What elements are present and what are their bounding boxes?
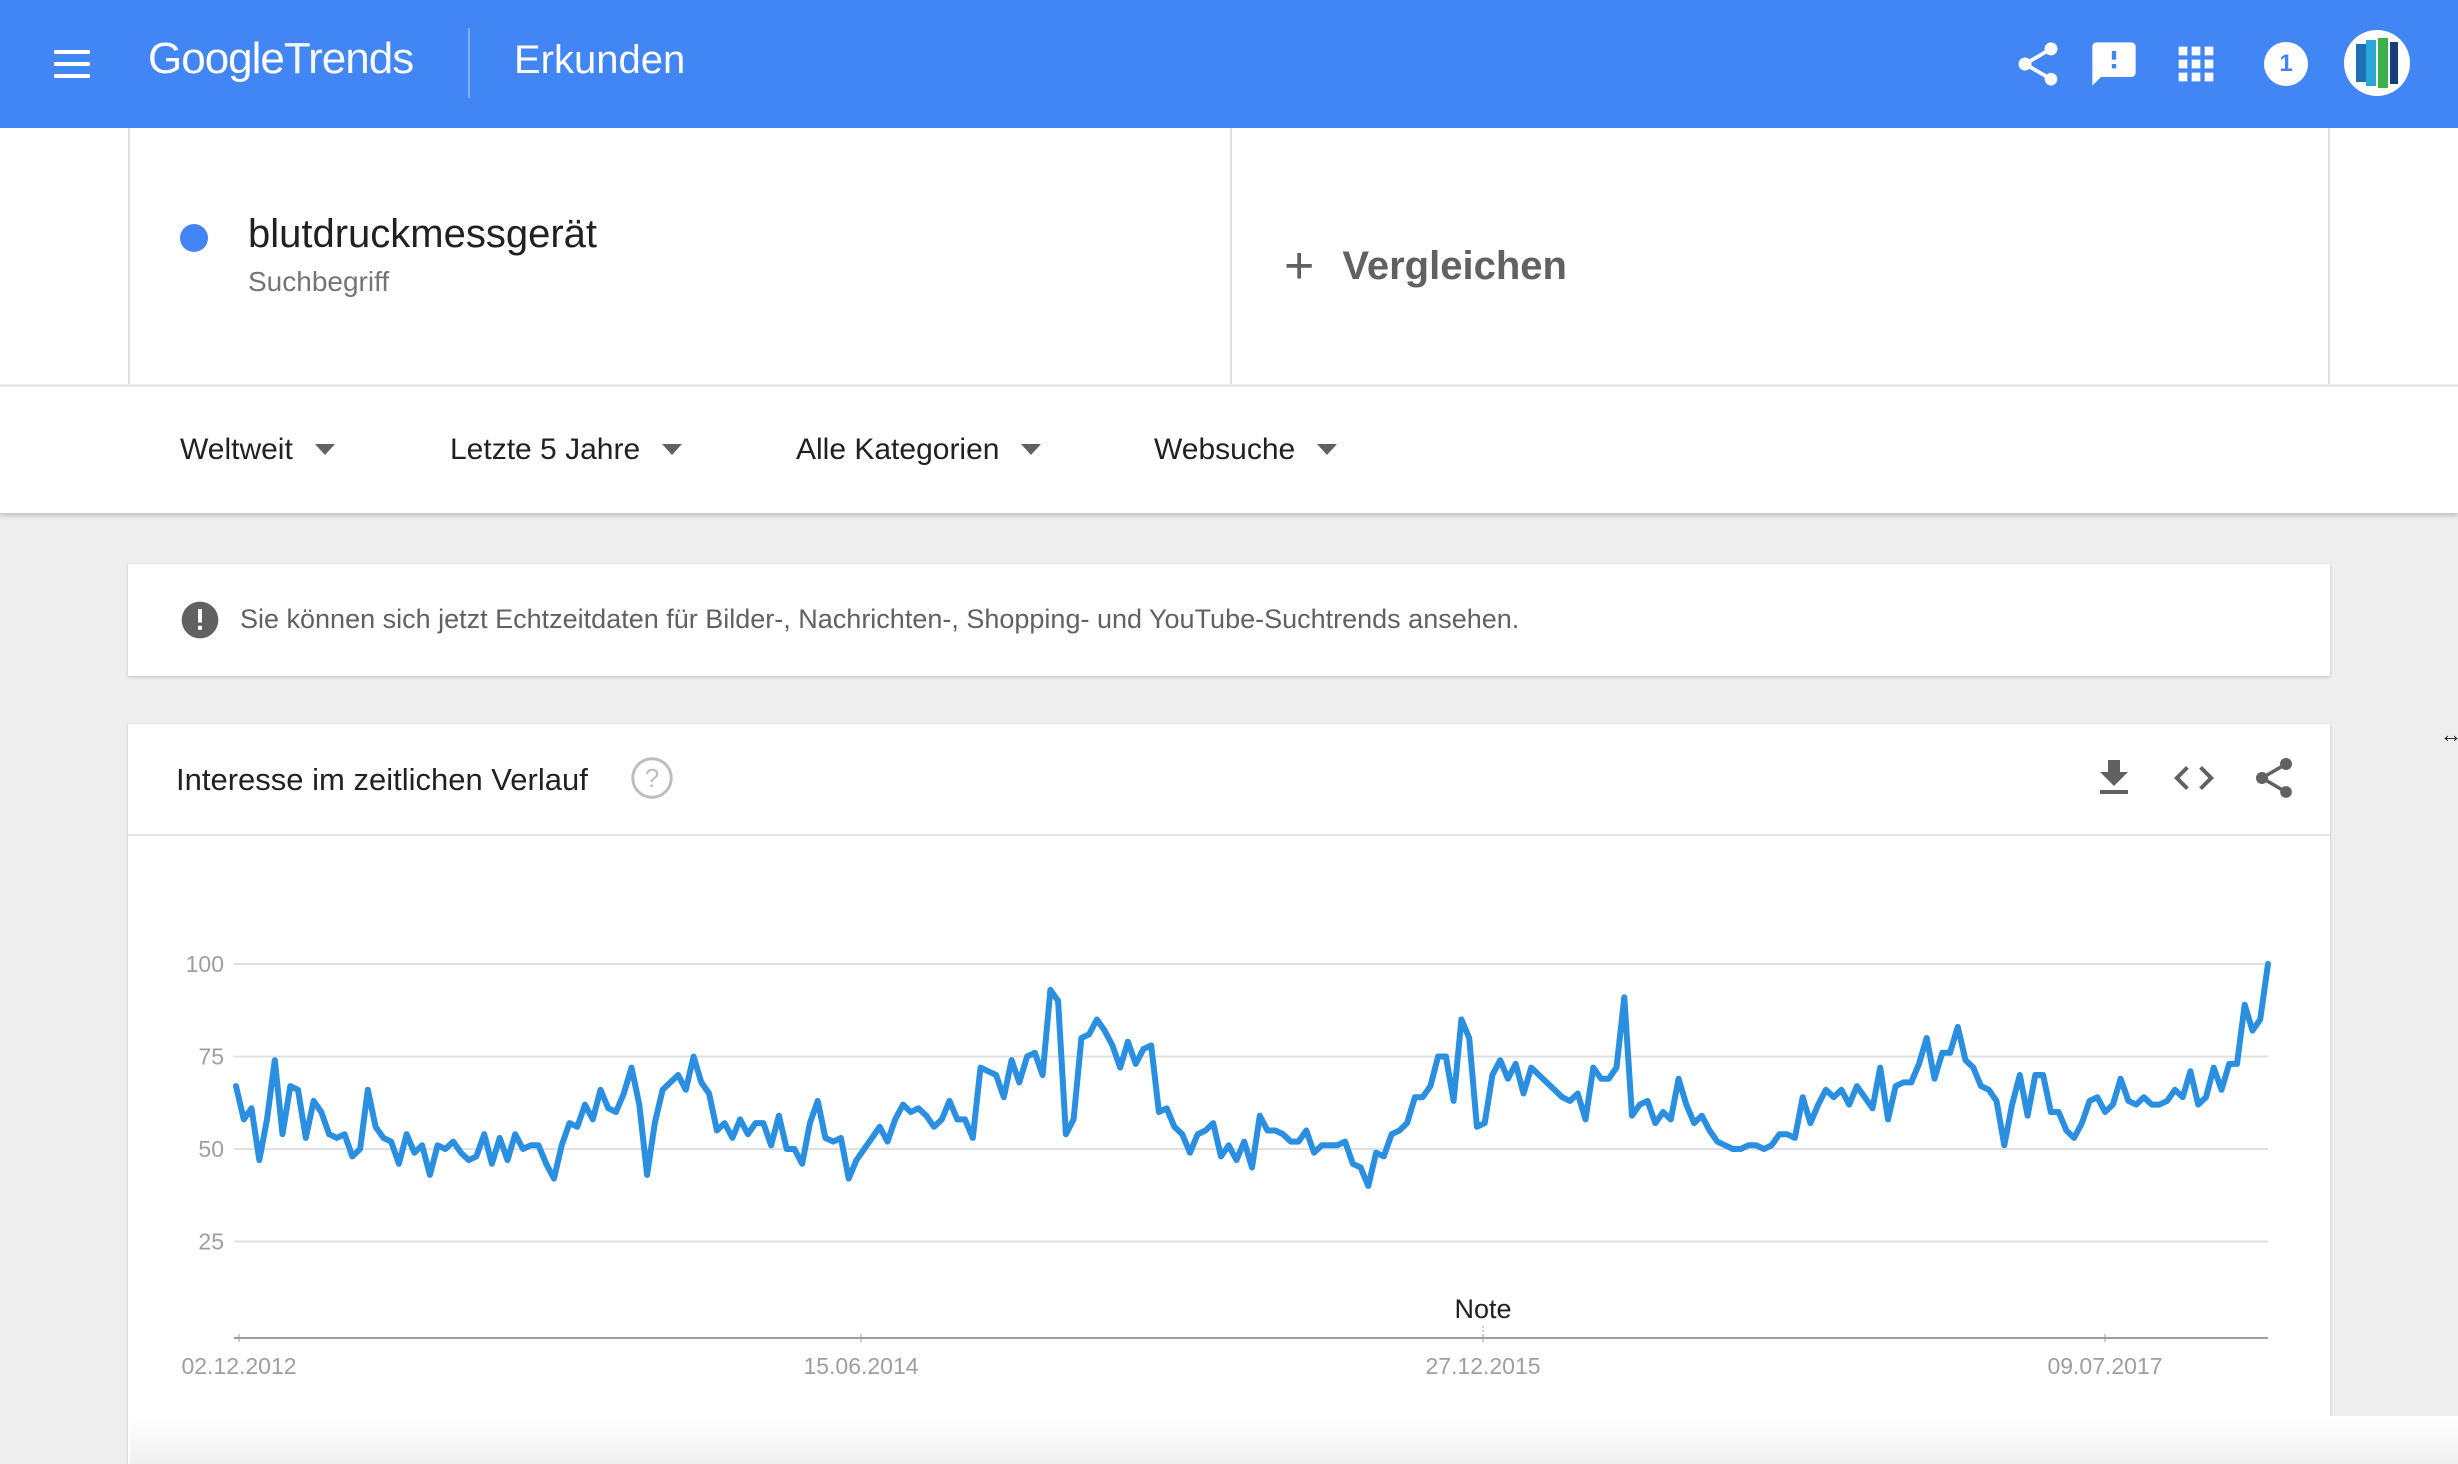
dropdown-arrow-icon xyxy=(314,444,335,455)
y-tick-label: 25 xyxy=(198,1229,224,1255)
category-dropdown[interactable]: Alle Kategorien xyxy=(796,433,1042,467)
search-term-card[interactable]: blutdruckmessgerät Suchbegriff xyxy=(128,128,1232,384)
logo-google: Google xyxy=(148,34,285,83)
x-axis-ticks: 02.12.2012 15.06.2014 27.12.2015 09.07.2017 xyxy=(181,1334,2163,1379)
series-line[interactable] xyxy=(233,961,2271,1189)
x-tick-label: 09.07.2017 xyxy=(2047,1353,2162,1379)
google-trends-logo[interactable]: GoogleTrends xyxy=(148,34,414,84)
dropdown-arrow-icon xyxy=(1317,444,1338,455)
header-divider xyxy=(468,28,470,98)
help-icon[interactable]: ? xyxy=(630,756,674,800)
menu-icon[interactable] xyxy=(52,44,92,84)
region-dropdown[interactable]: Weltweit xyxy=(180,433,335,467)
chart-card-title: Interesse im zeitlichen Verlauf xyxy=(176,762,588,797)
timeframe-label: Letzte 5 Jahre xyxy=(450,433,641,466)
info-notice: Sie können sich jetzt Echtzeitdaten für … xyxy=(128,564,2330,676)
y-tick-label: 50 xyxy=(198,1136,224,1162)
dropdown-arrow-icon xyxy=(662,444,683,455)
info-alert-icon xyxy=(181,601,219,639)
timeframe-dropdown[interactable]: Letzte 5 Jahre xyxy=(450,433,683,467)
y-axis-ticks: 100 75 50 25 xyxy=(186,951,224,1255)
logo-trends: Trends xyxy=(283,34,414,83)
panel-divider xyxy=(2328,128,2330,384)
mouse-cursor-icon: ↔ xyxy=(2440,722,2458,747)
y-tick-label: 75 xyxy=(198,1044,224,1070)
interest-line-chart: 100 75 50 25 02.12.2012 15.06.2014 27.12.2015… xyxy=(181,951,2271,1379)
plus-icon: + xyxy=(1284,237,1315,295)
x-tick-label: 15.06.2014 xyxy=(803,1353,918,1379)
chart-card-header: Interesse im zeitlichen Verlauf ? xyxy=(128,724,2330,836)
chart-note-annotation[interactable]: Note xyxy=(1454,1294,1511,1324)
notification-badge[interactable]: 1 xyxy=(2264,42,2308,86)
dropdown-arrow-icon xyxy=(1021,444,1042,455)
region-label: Weltweit xyxy=(180,433,293,466)
x-tick-label: 27.12.2015 xyxy=(1425,1353,1540,1379)
svg-text:?: ? xyxy=(645,765,659,793)
embed-code-icon[interactable] xyxy=(2170,754,2218,802)
compare-label: Vergleichen xyxy=(1342,244,1567,288)
explore-panel: blutdruckmessgerät Suchbegriff + Vergleic… xyxy=(0,128,2458,384)
notice-text: Sie können sich jetzt Echtzeitdaten für … xyxy=(240,604,1520,634)
series-group xyxy=(233,961,2271,1189)
search-type-dropdown[interactable]: Websuche xyxy=(1154,433,1338,467)
chart-gridlines xyxy=(234,963,2268,1243)
filter-bar: Weltweit Letzte 5 Jahre Alle Kategorien … xyxy=(0,385,2458,513)
category-label: Alle Kategorien xyxy=(796,433,1000,466)
page-title: Erkunden xyxy=(514,38,686,82)
page-bottom-shade xyxy=(130,1416,2458,1464)
y-tick-label: 100 xyxy=(186,951,224,977)
avatar[interactable] xyxy=(2344,30,2410,96)
x-tick-label: 02.12.2012 xyxy=(181,1353,296,1379)
compare-button[interactable]: + Vergleichen xyxy=(1284,236,1567,296)
search-term-type: Suchbegriff xyxy=(248,266,390,297)
term-color-dot xyxy=(180,224,208,252)
search-term-name[interactable]: blutdruckmessgerät xyxy=(248,212,598,256)
feedback-icon[interactable] xyxy=(2088,38,2140,90)
apps-grid-icon[interactable] xyxy=(2170,38,2222,90)
interest-over-time-card: Interesse im zeitlichen Verlauf ? 100 75 5… xyxy=(128,724,2330,1464)
share-icon[interactable] xyxy=(2250,754,2298,802)
share-icon[interactable] xyxy=(2012,38,2064,90)
search-type-label: Websuche xyxy=(1154,433,1296,466)
app-bar: GoogleTrends Erkunden 1 xyxy=(0,0,2458,128)
download-icon[interactable] xyxy=(2090,754,2138,802)
